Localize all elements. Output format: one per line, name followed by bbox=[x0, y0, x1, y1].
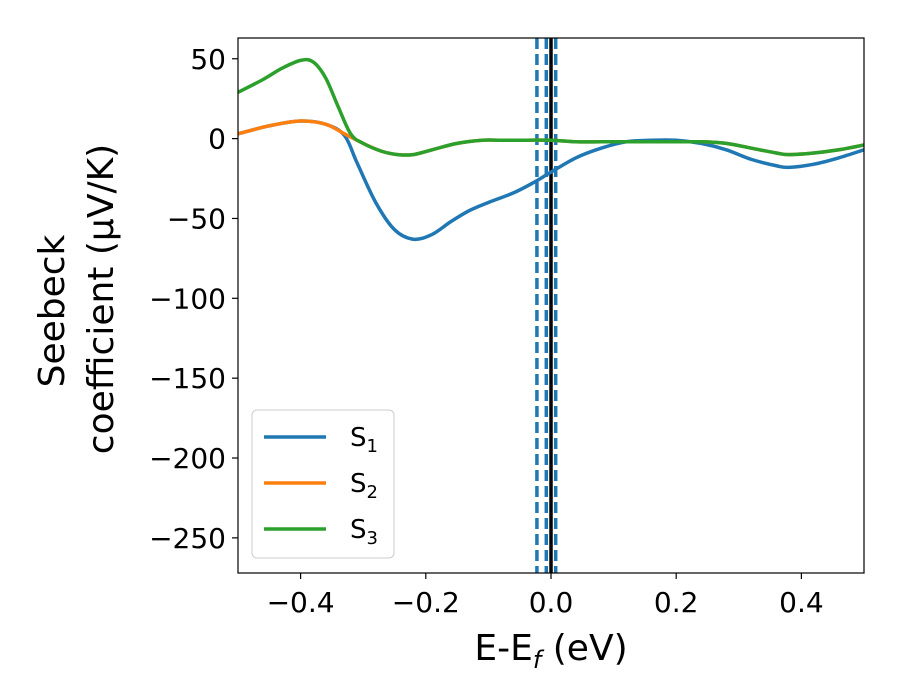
x-tick-label: 0.4 bbox=[779, 586, 824, 619]
legend-label-s1: S1 bbox=[350, 423, 378, 457]
series-lines bbox=[238, 57, 864, 242]
y-tick-label: −250 bbox=[149, 522, 226, 555]
y-tick-label: 0 bbox=[208, 123, 226, 156]
legend: S1 S2 S3 bbox=[251, 409, 395, 559]
y-tick-label: −150 bbox=[149, 362, 226, 395]
legend-label-s3: S3 bbox=[350, 515, 378, 549]
x-axis-ticks: −0.4 −0.2 0.0 0.2 0.4 bbox=[267, 573, 824, 619]
y-tick-label: −200 bbox=[149, 442, 226, 475]
legend-label-s2: S2 bbox=[350, 469, 378, 503]
x-tick-label: 0.0 bbox=[529, 586, 574, 619]
y-tick-label: −100 bbox=[149, 282, 226, 315]
x-tick-label: −0.2 bbox=[392, 586, 460, 619]
x-axis-label: E-Ef (eV) bbox=[474, 628, 627, 674]
y-axis-label-line2: coefficient (μV/K) bbox=[81, 144, 122, 454]
x-tick-label: 0.2 bbox=[654, 586, 699, 619]
y-tick-label: 50 bbox=[190, 43, 226, 76]
y-axis-label-line1: Seebeck bbox=[32, 234, 73, 387]
y-axis-label: Seebeck coefficient (μV/K) bbox=[32, 144, 122, 454]
series-line-s3 bbox=[238, 57, 864, 157]
series-line-s1 bbox=[238, 119, 864, 242]
y-axis-ticks: 50 0 −50 −100 −150 −200 −250 bbox=[149, 43, 238, 555]
x-tick-label: −0.4 bbox=[267, 586, 335, 619]
y-tick-label: −50 bbox=[167, 202, 226, 235]
vertical-reference-lines bbox=[535, 38, 558, 573]
